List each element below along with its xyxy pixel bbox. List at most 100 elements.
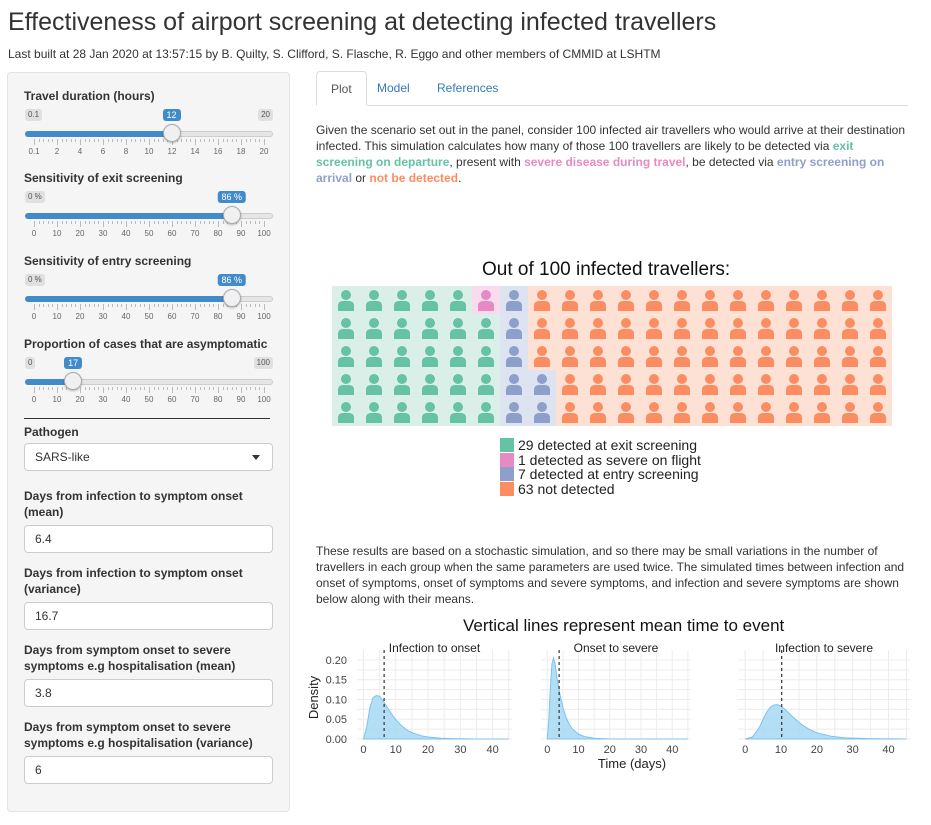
slider-minor-tick	[130, 387, 132, 390]
tab-references[interactable]: References	[437, 81, 499, 95]
slider-tick	[241, 221, 242, 227]
slider-tick-label: 20	[75, 312, 85, 321]
slider-minor-tick	[181, 221, 183, 224]
x-tick-label: 30	[454, 744, 466, 756]
slider-tick	[218, 139, 219, 145]
slider-tick-label: 30	[98, 395, 108, 404]
slider-tick-label: 10	[52, 229, 62, 238]
tab-plot[interactable]: Plot	[316, 71, 367, 106]
onset-variance-input[interactable]: 16.7	[24, 602, 273, 630]
slider-minor-tick	[112, 139, 114, 142]
slider-tick	[241, 304, 242, 310]
slider-minor-tick	[38, 139, 40, 142]
entry-sensitivity-label: Sensitivity of entry screening	[24, 254, 192, 268]
person-icon	[646, 374, 662, 395]
results-text: These results are based on a stochastic …	[316, 544, 905, 606]
slider-minor-tick	[107, 387, 109, 390]
slider-minor-tick	[158, 304, 160, 307]
onset-mean-input[interactable]: 6.4	[24, 525, 273, 553]
slider-minor-tick	[61, 139, 63, 142]
slider-tick-label: 0	[31, 229, 37, 238]
slider-minor-tick	[176, 221, 178, 224]
person-icon	[450, 402, 466, 423]
severe-mean-label: Days from symptom onset to severe sympto…	[24, 643, 236, 673]
slider-minor-tick	[213, 304, 215, 307]
slider-minor-tick	[162, 139, 164, 142]
slider-minor-tick	[222, 304, 224, 307]
slider-minor-tick	[38, 221, 40, 224]
panel-title: Onset to severe	[574, 641, 659, 655]
slider-tick	[149, 304, 150, 310]
slider-tick	[149, 221, 150, 227]
slider-tick-label: 0	[31, 312, 37, 321]
person-icon	[450, 346, 466, 367]
person-icon	[450, 290, 466, 311]
entry-sensitivity-slider[interactable]: 0 % 86 % 0 10 20 30 40 50 60 70 80 90 100	[25, 274, 273, 334]
person-icon	[814, 346, 830, 367]
travel-duration-label: Travel duration (hours)	[24, 89, 155, 103]
slider-tick	[103, 221, 104, 227]
asymptomatic-slider[interactable]: 0 100 17 0 10 20 30 40 50 60 70 80 90 100	[25, 357, 273, 417]
slider-tick	[195, 387, 196, 393]
slider-ticks	[25, 387, 273, 393]
slider-minor-tick	[135, 387, 137, 390]
person-icon	[534, 374, 550, 395]
waffle-chart	[332, 286, 892, 426]
slider-tick-label: 10	[52, 312, 62, 321]
slider-tick	[57, 139, 58, 145]
slider-tick	[172, 221, 173, 227]
sidebar-divider	[24, 418, 270, 419]
travel-duration-slider[interactable]: 0.1 20 12 0.1 2 4 6 8 10 12 14 16 18 20	[25, 109, 273, 169]
person-icon	[842, 402, 858, 423]
person-icon	[814, 290, 830, 311]
slider-minor-tick	[89, 221, 91, 224]
x-tick-label: 0	[544, 744, 550, 756]
slider-tick-label: 100	[257, 395, 271, 404]
person-icon	[394, 346, 410, 367]
slider-tick-label: 50	[144, 395, 154, 404]
slider-minor-tick	[98, 387, 100, 390]
slider-minor-tick	[116, 304, 118, 307]
slider-handle[interactable]	[162, 124, 181, 142]
slider-minor-tick	[204, 139, 206, 142]
exit-sensitivity-slider[interactable]: 0 % 86 % 0 10 20 30 40 50 60 70 80 90 100	[25, 191, 273, 251]
person-icon	[674, 346, 690, 367]
person-icon	[730, 318, 746, 339]
slider-tick-label: 60	[167, 312, 177, 321]
person-icon	[450, 374, 466, 395]
slider-minor-tick	[181, 139, 183, 142]
slider-minor-tick	[250, 139, 252, 142]
slider-tick	[241, 139, 242, 145]
severe-variance-input[interactable]: 6	[24, 756, 273, 784]
person-icon	[478, 290, 494, 311]
pathogen-select[interactable]: SARS-like	[24, 443, 273, 471]
person-icon	[842, 318, 858, 339]
slider-minor-tick	[130, 221, 132, 224]
slider-tick-label: 60	[167, 229, 177, 238]
legend-swatch	[500, 482, 514, 496]
person-icon	[478, 318, 494, 339]
slider-handle[interactable]	[222, 289, 241, 307]
slider-minor-tick	[61, 221, 63, 224]
slider-handle[interactable]	[64, 372, 83, 390]
person-icon	[590, 346, 606, 367]
person-icon	[478, 346, 494, 367]
slider-minor-tick	[66, 304, 68, 307]
person-icon	[702, 290, 718, 311]
person-icon	[562, 290, 578, 311]
person-icon	[422, 346, 438, 367]
slider-minor-tick	[208, 387, 210, 390]
slider-minor-tick	[199, 387, 201, 390]
slider-minor-tick	[121, 221, 123, 224]
tab-model[interactable]: Model	[377, 81, 410, 95]
slider-minor-tick	[47, 304, 49, 307]
slider-minor-tick	[250, 221, 252, 224]
severe-mean-input[interactable]: 3.8	[24, 679, 273, 707]
exit-sensitivity-label: Sensitivity of exit screening	[24, 171, 183, 185]
slider-handle[interactable]	[222, 206, 241, 224]
slider-tick	[241, 387, 242, 393]
slider-ticks	[25, 139, 273, 145]
slider-minor-tick	[112, 304, 114, 307]
person-icon	[338, 346, 354, 367]
person-icon	[786, 402, 802, 423]
